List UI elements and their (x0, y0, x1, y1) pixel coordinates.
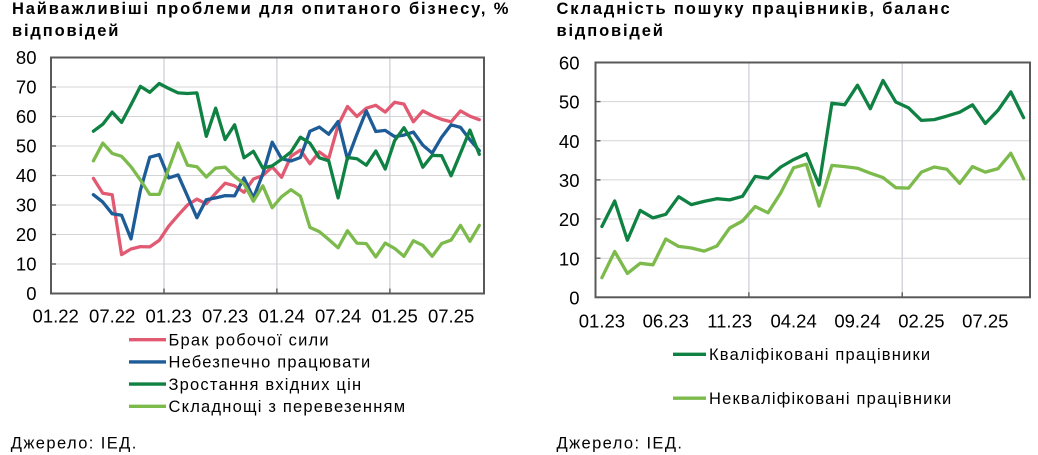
svg-text:Складнощі з перевезенням: Складнощі з перевезенням (169, 398, 407, 416)
svg-text:07.25: 07.25 (428, 306, 474, 327)
svg-text:Зростання вхідних цін: Зростання вхідних цін (169, 376, 363, 394)
svg-text:07.22: 07.22 (89, 306, 135, 327)
svg-text:60: 60 (16, 106, 37, 127)
svg-text:20: 20 (559, 209, 580, 230)
svg-text:відповідей: відповідей (12, 22, 120, 40)
svg-text:30: 30 (16, 195, 37, 216)
svg-text:відповідей: відповідей (557, 22, 665, 40)
svg-text:07.24: 07.24 (315, 306, 361, 327)
svg-text:01.23: 01.23 (579, 310, 625, 331)
svg-text:Брак робочої сили: Брак робочої сили (169, 332, 330, 350)
svg-text:01.24: 01.24 (258, 306, 304, 327)
svg-text:06.23: 06.23 (643, 310, 689, 331)
svg-text:09.24: 09.24 (834, 310, 880, 331)
svg-text:10: 10 (16, 254, 37, 275)
svg-text:0: 0 (569, 287, 579, 308)
svg-text:30: 30 (559, 170, 580, 191)
svg-text:40: 40 (16, 165, 37, 186)
svg-text:80: 80 (16, 47, 37, 68)
svg-text:0: 0 (26, 283, 36, 304)
svg-text:60: 60 (559, 53, 580, 74)
svg-text:70: 70 (16, 77, 37, 98)
svg-text:50: 50 (16, 136, 37, 157)
svg-text:Джерело: ІЕД.: Джерело: ІЕД. (557, 434, 684, 452)
svg-text:Кваліфіковані працівники: Кваліфіковані працівники (709, 346, 931, 364)
svg-text:Некваліфіковані працівники: Некваліфіковані працівники (709, 390, 952, 408)
svg-text:Небезпечно працювати: Небезпечно працювати (169, 354, 372, 372)
svg-text:01.23: 01.23 (146, 306, 192, 327)
svg-text:07.25: 07.25 (962, 310, 1008, 331)
svg-text:07.23: 07.23 (202, 306, 248, 327)
svg-text:02.25: 02.25 (898, 310, 944, 331)
svg-text:04.24: 04.24 (770, 310, 816, 331)
svg-text:11.23: 11.23 (707, 310, 752, 331)
svg-text:40: 40 (559, 131, 580, 152)
svg-text:01.22: 01.22 (33, 306, 79, 327)
svg-text:50: 50 (559, 92, 580, 113)
svg-text:Джерело: ІЕД.: Джерело: ІЕД. (11, 434, 138, 452)
svg-text:Складність пошуку працівників,: Складність пошуку працівників, баланс (557, 0, 952, 18)
svg-text:01.25: 01.25 (371, 306, 417, 327)
svg-text:Найважливіші проблеми для опит: Найважливіші проблеми для опитаного бізн… (12, 0, 510, 18)
svg-text:20: 20 (16, 224, 37, 245)
svg-text:10: 10 (559, 248, 580, 269)
